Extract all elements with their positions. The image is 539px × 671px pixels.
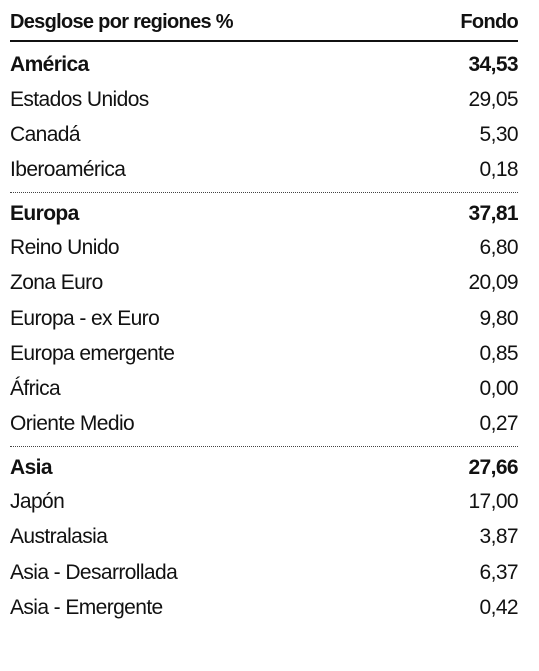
table-row: Zona Euro 20,09: [10, 266, 519, 301]
group-label: América: [10, 53, 89, 76]
group-row: Asia 27,66: [10, 451, 519, 485]
table-row: Europa - ex Euro 9,80: [10, 301, 519, 336]
group-total: 27,66: [468, 455, 518, 479]
row-label: Europa emergente: [10, 341, 175, 365]
group-europa: Europa 37,81 Reino Unido 6,80 Zona Euro …: [10, 197, 519, 442]
header-rule: [10, 40, 518, 42]
row-label: Japón: [10, 490, 65, 514]
row-value: 0,18: [479, 157, 519, 181]
row-label: Zona Euro: [10, 271, 103, 295]
table-row: Estados Unidos 29,05: [10, 82, 519, 117]
table-title: Desglose por regiones %: [10, 11, 234, 33]
group-total: 34,53: [468, 53, 518, 76]
group-label: Asia: [10, 455, 53, 479]
region-breakdown-table: Desglose por regiones % Fondo América 34…: [10, 5, 519, 626]
table-row: Japón 17,00: [10, 485, 519, 520]
group-label: Europa: [10, 201, 79, 225]
group-total: 37,81: [468, 201, 518, 225]
row-value: 0,85: [479, 341, 519, 365]
fund-column-header: Fondo: [460, 11, 518, 33]
row-value: 0,00: [479, 376, 519, 400]
table-row: África 0,00: [10, 371, 519, 406]
group-row: América 34,53: [10, 48, 519, 82]
row-value: 6,80: [479, 236, 519, 260]
row-label: Australasia: [10, 525, 108, 549]
table-row: Oriente Medio 0,27: [10, 407, 519, 442]
group-divider: [10, 191, 518, 193]
group-asia: Asia 27,66 Japón 17,00 Australasia 3,87 …: [10, 451, 519, 626]
table-row: Europa emergente 0,85: [10, 336, 519, 371]
table-row: Reino Unido 6,80: [10, 231, 519, 266]
row-label: Oriente Medio: [10, 412, 135, 436]
row-value: 5,30: [479, 122, 519, 146]
row-label: Canadá: [10, 122, 81, 146]
row-label: Reino Unido: [10, 236, 120, 260]
table-header: Desglose por regiones % Fondo: [10, 5, 519, 40]
row-value: 0,27: [479, 412, 519, 436]
group-divider: [10, 445, 518, 447]
group-america: América 34,53 Estados Unidos 29,05 Canad…: [10, 48, 519, 188]
row-label: Asia - Desarrollada: [10, 560, 178, 584]
row-value: 3,87: [479, 525, 519, 549]
row-value: 20,09: [468, 271, 518, 295]
row-label: Europa - ex Euro: [10, 306, 160, 330]
row-value: 17,00: [468, 490, 518, 514]
table-row: Australasia 3,87: [10, 520, 519, 555]
row-label: Asia - Emergente: [10, 595, 163, 619]
row-value: 9,80: [479, 306, 519, 330]
row-value: 29,05: [468, 87, 518, 111]
table-row: Asia - Desarrollada 6,37: [10, 555, 519, 590]
row-value: 0,42: [479, 595, 519, 619]
row-value: 6,37: [479, 560, 519, 584]
table-row: Canadá 5,30: [10, 117, 519, 152]
table-row: Asia - Emergente 0,42: [10, 590, 519, 625]
row-label: África: [10, 376, 61, 400]
row-label: Estados Unidos: [10, 87, 149, 111]
group-row: Europa 37,81: [10, 197, 519, 231]
row-label: Iberoamérica: [10, 157, 126, 181]
table-row: Iberoamérica 0,18: [10, 152, 519, 187]
